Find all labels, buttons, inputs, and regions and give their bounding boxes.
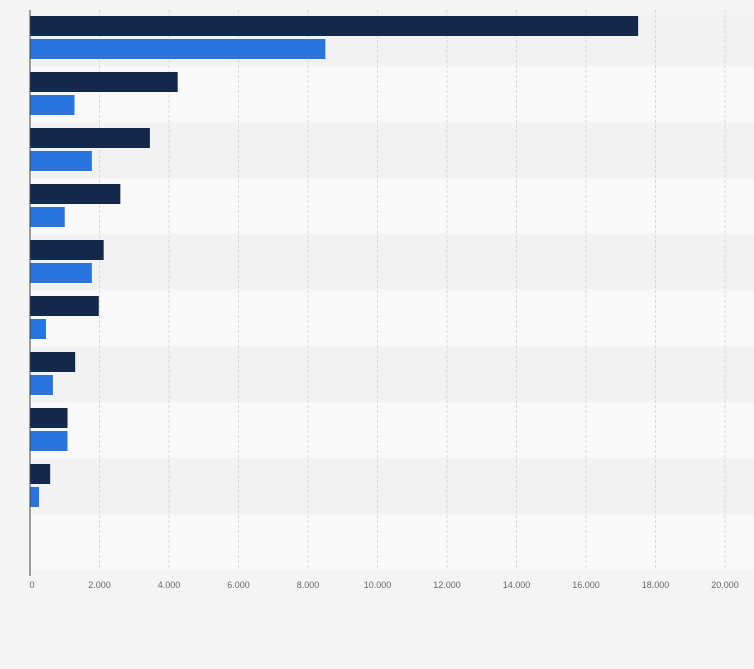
bar-series-2[interactable] — [30, 375, 53, 395]
row-band — [30, 290, 754, 346]
bars — [30, 16, 639, 507]
row-bands — [30, 10, 754, 570]
row-band — [30, 402, 754, 458]
bar-series-1[interactable] — [30, 296, 99, 316]
bar-series-2[interactable] — [30, 39, 326, 59]
bar-series-2[interactable] — [30, 431, 68, 451]
row-band — [30, 178, 754, 234]
bar-series-2[interactable] — [30, 151, 92, 171]
bar-series-2[interactable] — [30, 263, 92, 283]
row-band — [30, 458, 754, 514]
x-tick-label: 2.000 — [88, 580, 111, 590]
x-tick-label: 4.000 — [158, 580, 181, 590]
x-tick-label: 8.000 — [297, 580, 320, 590]
bar-series-2[interactable] — [30, 319, 46, 339]
row-band — [30, 234, 754, 290]
bar-series-1[interactable] — [30, 128, 150, 148]
x-tick-label: 6.000 — [227, 580, 250, 590]
row-band — [30, 514, 754, 570]
bar-series-1[interactable] — [30, 464, 51, 484]
x-axis-ticks: 0 2.000 4.000 6.000 8.000 10.000 12.000 14.000 1… — [29, 580, 738, 590]
row-band — [30, 122, 754, 178]
x-tick-label: 12.000 — [433, 580, 461, 590]
bar-series-1[interactable] — [30, 16, 639, 36]
x-tick-label: 16.000 — [572, 580, 600, 590]
row-band — [30, 346, 754, 402]
bar-series-2[interactable] — [30, 487, 40, 507]
bar-series-1[interactable] — [30, 184, 121, 204]
x-tick-label: 20.000 — [711, 580, 739, 590]
bar-series-1[interactable] — [30, 72, 178, 92]
x-tick-label: 10.000 — [364, 580, 392, 590]
bar-series-1[interactable] — [30, 352, 76, 372]
x-tick-label: 18.000 — [642, 580, 670, 590]
bar-series-2[interactable] — [30, 95, 75, 115]
bar-series-1[interactable] — [30, 240, 104, 260]
x-tick-label: 14.000 — [503, 580, 531, 590]
gridlines — [99, 10, 726, 570]
bar-series-2[interactable] — [30, 207, 65, 227]
x-tick-label: 0 — [29, 580, 34, 590]
bar-series-1[interactable] — [30, 408, 68, 428]
